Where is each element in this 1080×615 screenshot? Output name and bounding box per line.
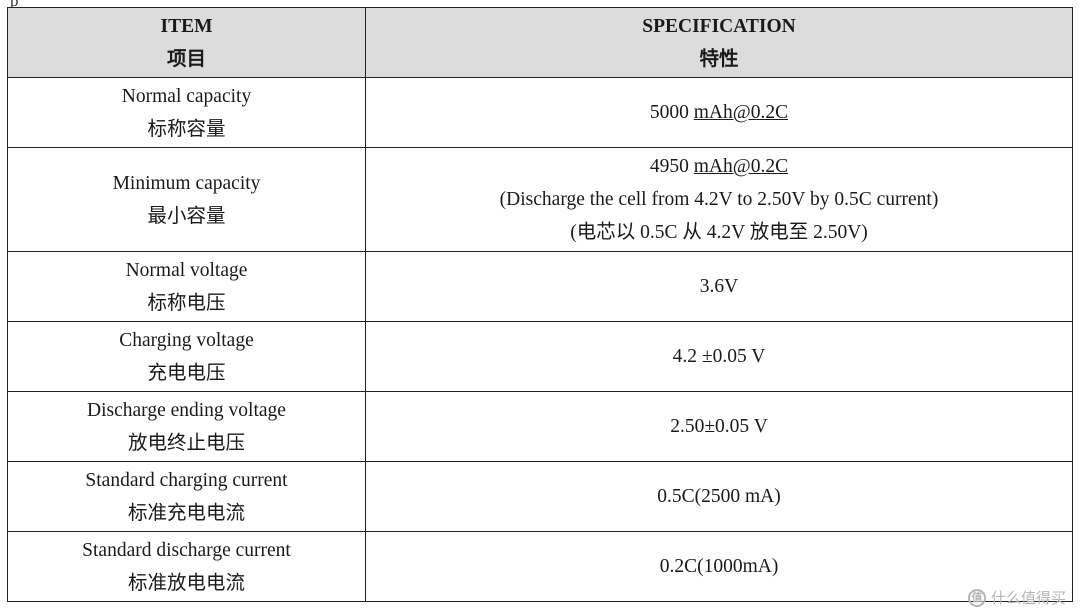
page-fragment-text: p [10,0,19,10]
item-label-en: Discharge ending voltage [87,399,286,421]
spec-unit: mAh@0.2C [693,102,789,123]
spec-header-zh: 特性 [699,48,739,70]
item-label-en: Minimum capacity [112,172,261,194]
watermark: 值 什么值得买 [967,587,1066,608]
spec-cell: 5000 mAh@0.2C [365,77,1073,148]
item-label-en: Standard charging current [85,469,288,491]
item-cell: Normal capacity 标称容量 [7,77,366,148]
item-label-en: Normal voltage [125,259,248,281]
item-column-header: ITEM 项目 [7,7,366,78]
item-cell: Standard discharge current 标准放电电流 [7,531,366,602]
spec-cell: 4.2 ±0.05 V [365,321,1073,392]
spec-value: 5000 [649,102,689,123]
table-row-normal-capacity: Normal capacity 标称容量 5000 mAh@0.2C [7,77,1073,148]
table-row-charging-voltage: Charging voltage 充电电压 4.2 ±0.05 V [7,321,1073,392]
table-header-row: ITEM 项目 SPECIFICATION 特性 [7,7,1073,78]
spec-table: ITEM 项目 SPECIFICATION 特性 Normal capacity… [7,7,1073,602]
item-header-zh: 项目 [166,48,206,70]
specification-column-header: SPECIFICATION 特性 [365,7,1073,78]
item-label-zh: 标准充电电流 [127,502,245,524]
watermark-logo-icon: 值 [967,588,986,607]
table-row-normal-voltage: Normal voltage 标称电压 3.6V [7,251,1073,322]
watermark-text: 什么值得买 [990,589,1066,607]
spec-value: 4950 [649,156,689,177]
item-label-en: Standard discharge current [82,539,291,561]
item-label-zh: 标称电压 [147,292,226,314]
spec-cell: 0.2C(1000mA) [365,531,1073,602]
spec-cell: 4950 mAh@0.2C (Discharge the cell from 4… [365,147,1073,252]
item-cell: Standard charging current 标准充电电流 [7,461,366,532]
spec-unit: mAh@0.2C [693,156,789,177]
item-cell: Normal voltage 标称电压 [7,251,366,322]
item-label-en: Normal capacity [121,85,252,107]
spec-value-line: 4950 mAh@0.2C [366,150,1072,183]
item-cell: Discharge ending voltage 放电终止电压 [7,391,366,462]
spec-note-en: (Discharge the cell from 4.2V to 2.50V b… [499,189,939,210]
item-label-zh: 标称容量 [147,118,226,140]
item-label-zh: 最小容量 [147,205,226,227]
spec-header-en: SPECIFICATION [642,15,796,37]
item-label-zh: 充电电压 [147,362,226,384]
spec-cell: 0.5C(2500 mA) [365,461,1073,532]
spec-note-zh: (电芯以 0.5C 从 4.2V 放电至 2.50V) [570,222,868,243]
spec-value-line: 5000 mAh@0.2C [366,96,1072,129]
spec-cell: 3.6V [365,251,1073,322]
spec-cell: 2.50±0.05 V [365,391,1073,462]
item-label-zh: 标准放电电流 [127,572,245,594]
table-row-standard-charging-current: Standard charging current 标准充电电流 0.5C(25… [7,461,1073,532]
item-cell: Minimum capacity 最小容量 [7,147,366,252]
item-header-en: ITEM [160,15,213,37]
item-label-en: Charging voltage [119,329,254,351]
item-label-zh: 放电终止电压 [127,432,245,454]
table-row-minimum-capacity: Minimum capacity 最小容量 4950 mAh@0.2C (Dis… [7,147,1073,252]
table-row-discharge-ending-voltage: Discharge ending voltage 放电终止电压 2.50±0.0… [7,391,1073,462]
table-row-standard-discharge-current: Standard discharge current 标准放电电流 0.2C(1… [7,531,1073,602]
item-cell: Charging voltage 充电电压 [7,321,366,392]
